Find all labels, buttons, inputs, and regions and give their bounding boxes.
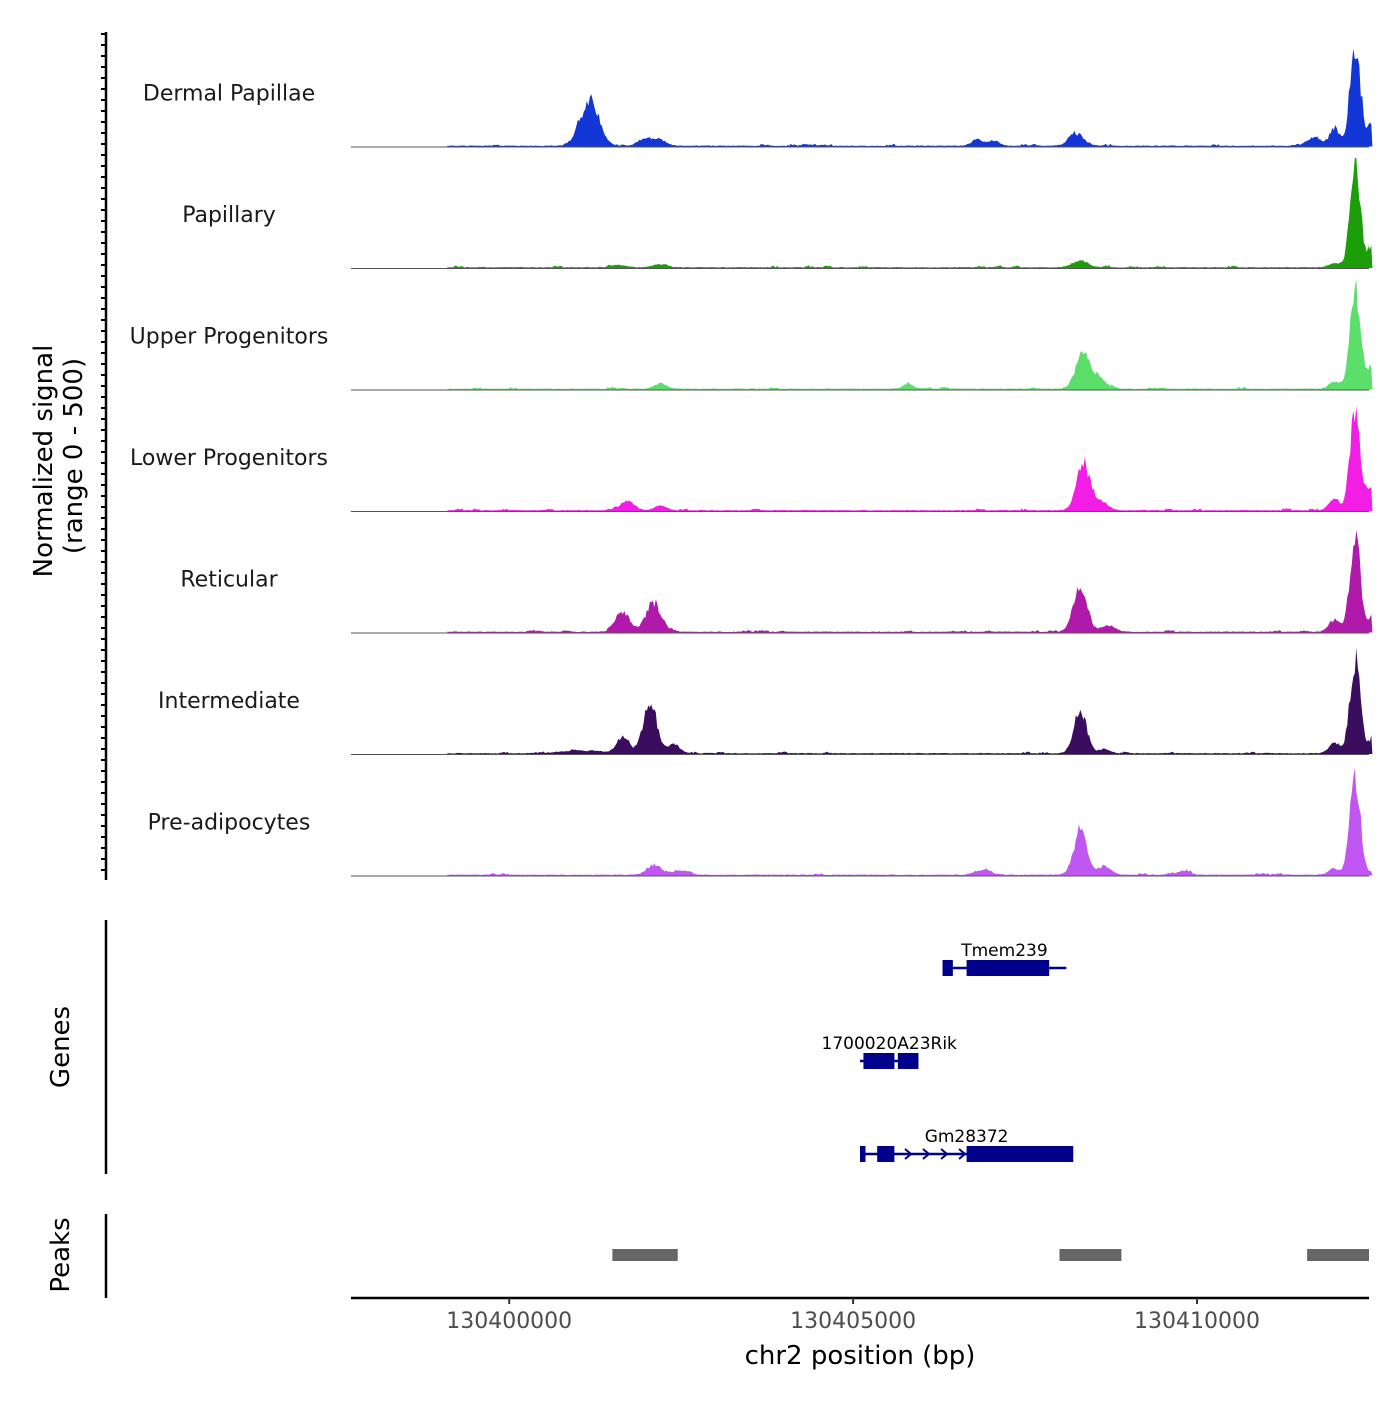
signal-area	[447, 158, 1373, 268]
track-3: Lower Progenitors	[130, 406, 1373, 512]
track-label: Reticular	[180, 568, 278, 593]
track-label: Papillary	[182, 203, 276, 228]
track-4: Reticular	[180, 530, 1373, 634]
track-label: Pre-adipocytes	[148, 811, 311, 836]
strand-arrow	[958, 1148, 967, 1160]
coverage-tracks: Dermal Papillae Papillary Upper Progenitor…	[130, 48, 1373, 877]
strand-arrow	[940, 1148, 949, 1160]
gene-1: 1700020A23Rik	[822, 1034, 958, 1069]
gene-label: Gm28372	[925, 1127, 1009, 1147]
gene-exon	[877, 1146, 895, 1162]
signal-axis-label-line2: (range 0 - 500)	[59, 358, 89, 554]
strand-arrow	[904, 1148, 913, 1160]
genes-panel-label: Genes	[46, 1006, 76, 1088]
track-0: Dermal Papillae	[143, 48, 1373, 148]
peaks-panel-label: Peaks	[46, 1217, 76, 1292]
track-6: Pre-adipocytes	[148, 768, 1373, 877]
genes-panel: Genes Tmem239 1700020A23Rik Gm28372	[46, 920, 1074, 1174]
track-2: Upper Progenitors	[130, 279, 1373, 391]
gene-exon	[966, 960, 1050, 976]
strand-arrow	[922, 1148, 931, 1160]
signal-area	[447, 530, 1373, 633]
signal-area	[447, 279, 1373, 390]
x-tick-label: 130410000	[1134, 1309, 1260, 1334]
gene-2: Gm28372	[860, 1127, 1074, 1162]
gene-exon	[860, 1146, 866, 1162]
x-tick-label: 130400000	[446, 1309, 572, 1334]
gene-exon	[863, 1053, 895, 1069]
gene-exon	[966, 1146, 1074, 1162]
signal-axis-label-line1: Normalized signal	[29, 345, 59, 578]
signal-area	[447, 48, 1373, 147]
gene-label: Tmem239	[960, 941, 1047, 961]
signal-area	[447, 768, 1373, 876]
track-label: Dermal Papillae	[143, 82, 315, 107]
peak-region	[1059, 1249, 1122, 1261]
x-tick-label: 130405000	[790, 1309, 916, 1334]
gene-0: Tmem239	[942, 941, 1067, 976]
x-axis: 130400000 130405000 130410000	[351, 1296, 1369, 1334]
track-label: Upper Progenitors	[130, 325, 329, 350]
signal-axis	[101, 32, 108, 880]
x-axis-label: chr2 position (bp)	[745, 1341, 976, 1371]
peak-region	[612, 1249, 678, 1261]
peaks-panel: Peaks	[46, 1214, 1369, 1298]
signal-area	[447, 406, 1373, 511]
signal-area	[447, 648, 1373, 754]
track-label: Intermediate	[158, 689, 300, 714]
track-1: Papillary	[182, 158, 1373, 269]
track-label: Lower Progenitors	[130, 446, 328, 471]
gene-exon	[942, 960, 953, 976]
track-5: Intermediate	[158, 648, 1373, 755]
gene-label: 1700020A23Rik	[822, 1034, 958, 1054]
gene-exon	[897, 1053, 919, 1069]
peak-region	[1307, 1249, 1369, 1261]
